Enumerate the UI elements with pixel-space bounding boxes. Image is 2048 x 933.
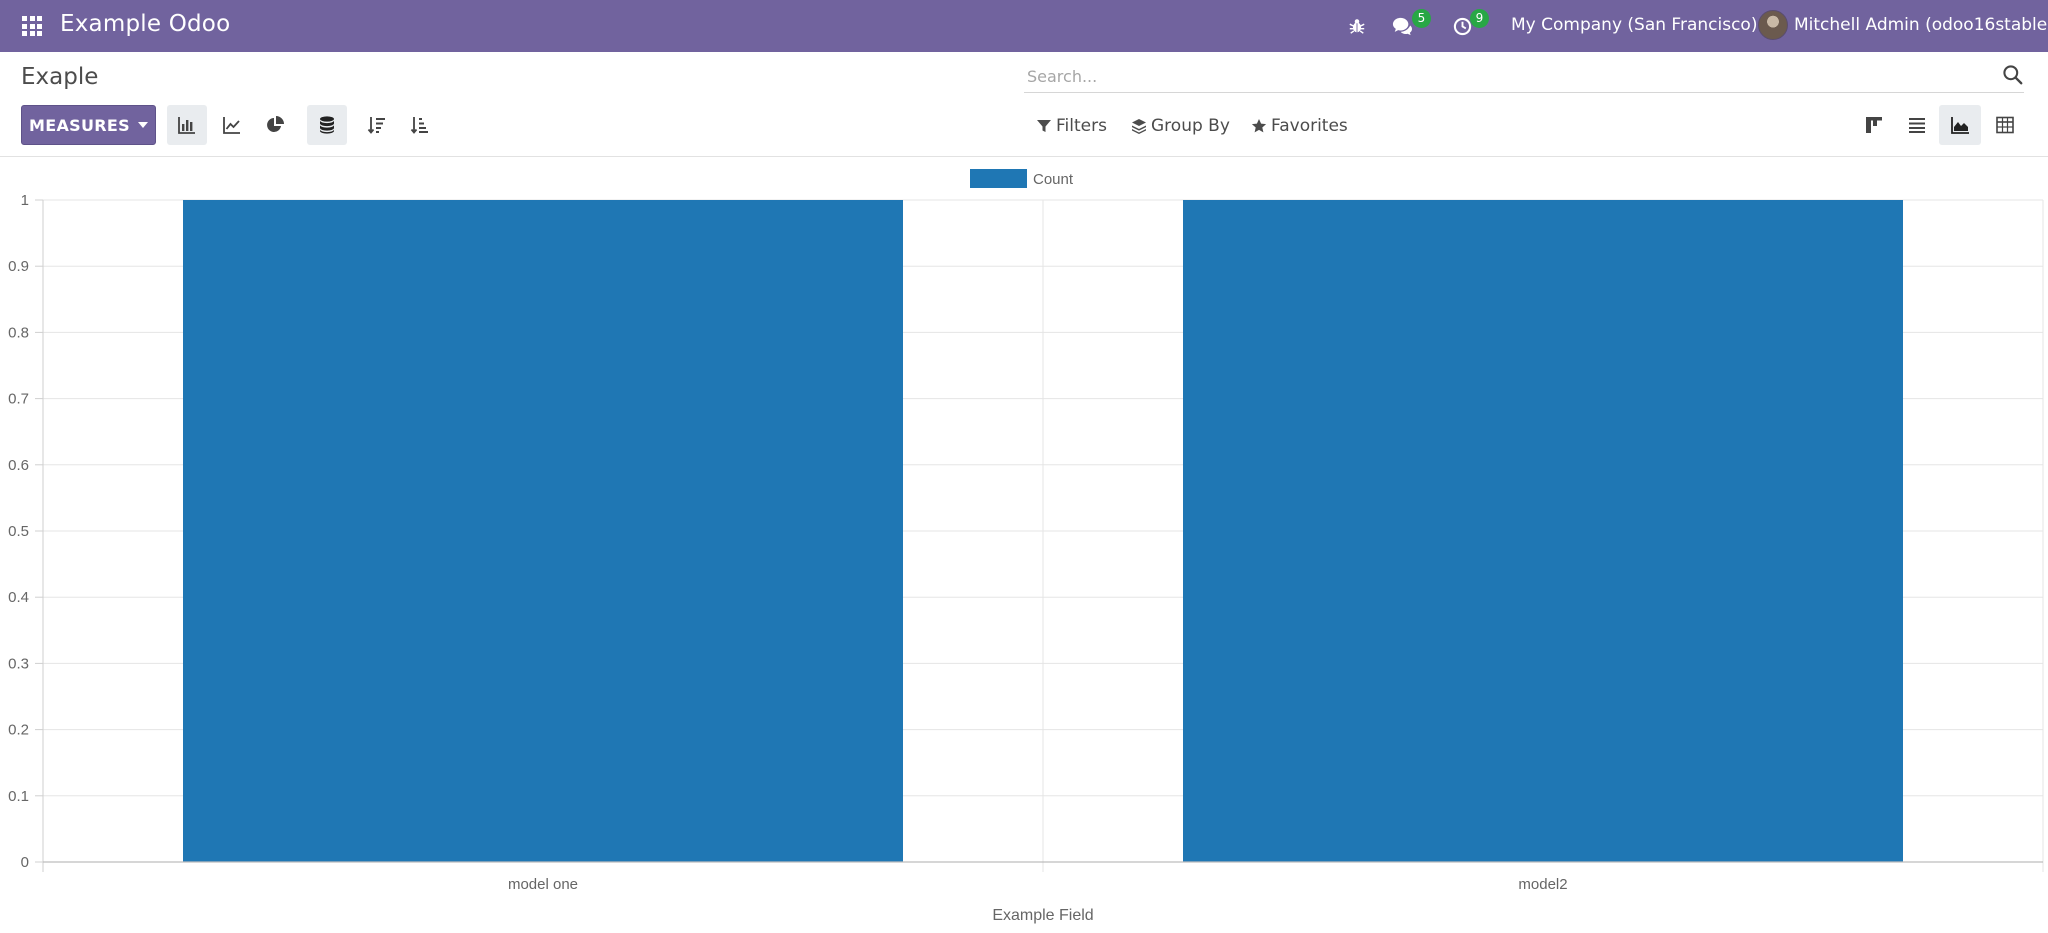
y-tick-label: 0.7	[8, 391, 29, 408]
company-switcher[interactable]: My Company (San Francisco)	[1511, 15, 1758, 35]
filter-funnel-icon	[1037, 120, 1051, 132]
favorites-label: Favorites	[1271, 116, 1348, 136]
area-chart-icon	[1951, 117, 1969, 134]
activities-count-badge: 9	[1470, 9, 1489, 28]
y-tick-label: 0	[21, 854, 29, 871]
layers-icon	[1132, 119, 1146, 134]
measures-dropdown-button[interactable]: MEASURES	[21, 105, 156, 145]
x-tick-label: model2	[1518, 876, 1567, 893]
y-tick-label: 0.3	[8, 655, 29, 672]
list-icon	[1909, 118, 1925, 133]
app-brand[interactable]: Example Odoo	[60, 11, 231, 37]
bar-chart-icon	[178, 117, 195, 134]
line-chart-icon	[223, 117, 240, 134]
x-axis-title: Example Field	[992, 907, 1093, 924]
table-icon	[1996, 116, 2014, 134]
user-menu[interactable]: Mitchell Admin (odoo16stable)	[1794, 15, 2048, 35]
line-chart-mode-button[interactable]	[212, 105, 252, 145]
chart-labels: 0 0.1 0.2 0.3 0.4 0.5 0.6 0.7 0.8 0.9 1 model one mo…	[8, 192, 1567, 924]
chart-bars	[183, 200, 1903, 862]
messages-chat-icon[interactable]	[1390, 14, 1414, 38]
star-icon	[1251, 119, 1267, 133]
favorites-dropdown-button[interactable]: Favorites	[1251, 113, 1348, 139]
y-tick-label: 0.2	[8, 722, 29, 739]
sort-amount-up-icon	[410, 117, 428, 134]
debug-bug-icon[interactable]	[1345, 14, 1369, 38]
y-tick-label: 0.1	[8, 788, 29, 805]
kanban-view-button[interactable]	[1853, 105, 1895, 145]
y-tick-label: 0.4	[8, 589, 29, 606]
pie-chart-mode-button[interactable]	[255, 105, 295, 145]
top-navbar: Example Odoo 5 9 My Company (San Francis…	[0, 0, 2048, 52]
activities-clock-icon[interactable]	[1450, 14, 1474, 38]
kanban-icon	[1866, 117, 1882, 133]
bar-chart-mode-button[interactable]	[167, 105, 207, 145]
sort-amount-down-icon	[367, 117, 385, 134]
list-view-button[interactable]	[1896, 105, 1938, 145]
control-panel-divider	[0, 156, 2048, 157]
filters-dropdown-button[interactable]: Filters	[1036, 113, 1107, 139]
stacked-toggle-button[interactable]	[307, 105, 347, 145]
group-by-dropdown-button[interactable]: Group By	[1131, 113, 1230, 139]
bar-model-one	[183, 200, 903, 862]
sort-ascending-button[interactable]	[400, 105, 440, 145]
legend-swatch	[970, 169, 1027, 188]
y-tick-label: 0.8	[8, 324, 29, 341]
messages-count-badge: 5	[1412, 9, 1431, 28]
measures-label: MEASURES	[29, 115, 130, 135]
user-avatar[interactable]	[1758, 10, 1788, 40]
pie-chart-icon	[267, 116, 284, 132]
y-tick-label: 1	[21, 192, 29, 209]
filters-label: Filters	[1056, 116, 1107, 136]
page-title: Exaple	[21, 64, 99, 90]
chart-axes	[35, 199, 2043, 863]
apps-menu-icon[interactable]	[22, 16, 42, 36]
caret-down-icon	[137, 122, 148, 128]
y-tick-label: 0.5	[8, 523, 29, 540]
search-input[interactable]	[1027, 62, 1987, 90]
y-tick-label: 0.9	[8, 258, 29, 275]
sort-descending-button[interactable]	[357, 105, 397, 145]
search-bar	[1024, 60, 2024, 93]
graph-view-button[interactable]	[1939, 105, 1981, 145]
pivot-view-button[interactable]	[1984, 105, 2026, 145]
search-icon[interactable]	[2002, 64, 2024, 86]
x-tick-label: model one	[508, 876, 578, 893]
chart-legend[interactable]: Count	[970, 169, 1074, 188]
group-by-label: Group By	[1151, 116, 1230, 136]
bar-model2	[1183, 200, 1903, 862]
bar-chart: 0 0.1 0.2 0.3 0.4 0.5 0.6 0.7 0.8 0.9 1 model one mo…	[8, 169, 2044, 924]
legend-label: Count	[1033, 171, 1074, 188]
database-stack-icon	[320, 116, 334, 134]
y-tick-label: 0.6	[8, 457, 29, 474]
